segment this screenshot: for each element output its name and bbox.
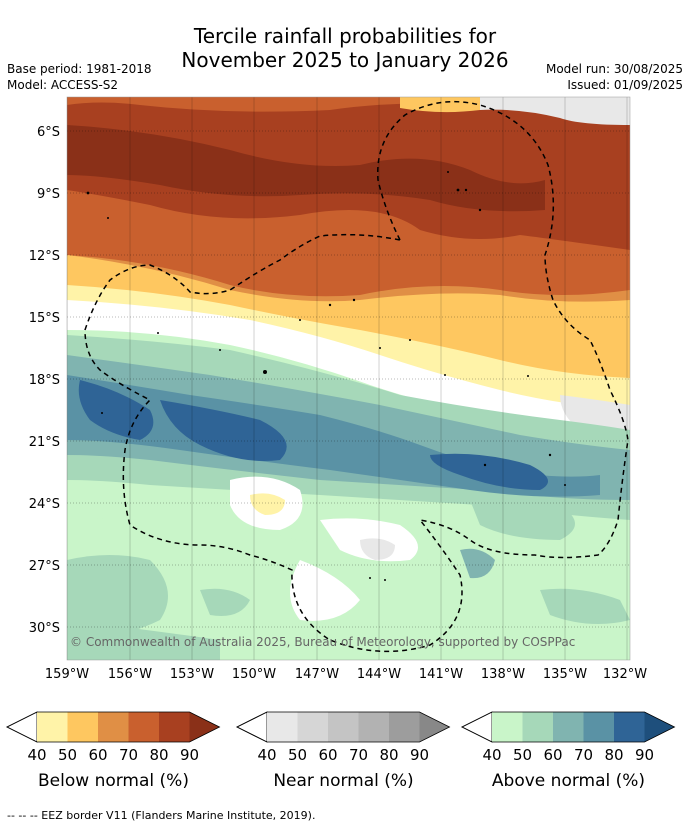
colorbar-segment bbox=[358, 712, 389, 742]
colorbar-right-tip bbox=[419, 712, 450, 742]
colorbar-segment bbox=[67, 712, 98, 742]
colorbar-left-tip bbox=[6, 711, 38, 743]
lat-tick: 9°S bbox=[37, 187, 60, 202]
colorbar-segment bbox=[98, 712, 129, 742]
colorbar-tick-label: 60 bbox=[543, 746, 562, 764]
colorbar-tick-label: 50 bbox=[58, 746, 77, 764]
colorbar-segment bbox=[37, 712, 68, 742]
eez-legend: -- -- -- EEZ border V11 (Flanders Marine… bbox=[7, 809, 316, 822]
colorbar-tick-label: 70 bbox=[574, 746, 593, 764]
map-title-line1: Tercile rainfall probabilities for bbox=[193, 24, 497, 48]
colorbar-below: 40 50 60 70 80 90 bbox=[6, 711, 221, 764]
colorbar-right-tip bbox=[189, 712, 220, 742]
lon-tick: 141°W bbox=[419, 667, 463, 682]
colorbar-segment bbox=[614, 712, 645, 742]
lat-tick: 21°S bbox=[29, 435, 60, 450]
colorbar-above: 40 50 60 70 80 90 bbox=[461, 711, 676, 764]
colorbar-tick-label: 90 bbox=[410, 746, 429, 764]
copyright-text: © Commonwealth of Australia 2025, Bureau… bbox=[70, 635, 575, 649]
colorbar-below-label: Below normal (%) bbox=[38, 771, 189, 791]
lat-tick: 12°S bbox=[29, 249, 60, 264]
lon-ticks: 159°W 156°W 153°W 150°W 147°W 144°W 141°… bbox=[45, 667, 647, 682]
colorbar-right-tip bbox=[644, 712, 675, 742]
colorbar-above-label: Above normal (%) bbox=[491, 771, 646, 791]
colorbar-near: 40 50 60 70 80 90 bbox=[236, 711, 451, 764]
colorbar-tick-label: 50 bbox=[288, 746, 307, 764]
eez-border bbox=[84, 100, 629, 653]
colorbar-tick-label: 40 bbox=[27, 746, 46, 764]
colorbar-tick-label: 50 bbox=[513, 746, 532, 764]
rainfall-map: © Commonwealth of Australia 2025, Bureau… bbox=[29, 96, 647, 682]
colorbar-segment bbox=[583, 712, 614, 742]
lon-tick: 135°W bbox=[543, 667, 587, 682]
lat-ticks: 6°S 9°S 12°S 15°S 18°S 21°S 24°S 27°S 30… bbox=[29, 125, 60, 636]
lon-tick: 150°W bbox=[232, 667, 276, 682]
lon-tick: 153°W bbox=[170, 667, 214, 682]
lat-tick: 27°S bbox=[29, 559, 60, 574]
colorbar-tick-label: 40 bbox=[482, 746, 501, 764]
lon-tick: 156°W bbox=[108, 667, 152, 682]
colorbar-tick-label: 60 bbox=[88, 746, 107, 764]
colorbar-segment bbox=[389, 712, 420, 742]
colorbar-tick-label: 80 bbox=[149, 746, 168, 764]
lon-tick: 159°W bbox=[45, 667, 89, 682]
colorbar-tick-label: 90 bbox=[635, 746, 654, 764]
lat-tick: 18°S bbox=[29, 373, 60, 388]
colorbar-tick-label: 60 bbox=[318, 746, 337, 764]
colorbar-tick-label: 80 bbox=[379, 746, 398, 764]
colorbar-near-label: Near normal (%) bbox=[273, 771, 414, 791]
colorbar-tick-label: 90 bbox=[180, 746, 199, 764]
islands bbox=[86, 171, 566, 581]
lat-tick: 6°S bbox=[37, 125, 60, 140]
colorbar-outline bbox=[461, 711, 676, 743]
model-run: Model run: 30/08/2025 bbox=[545, 62, 683, 76]
colorbar-left-tip bbox=[236, 711, 268, 743]
lat-tick: 24°S bbox=[29, 497, 60, 512]
lon-tick: 132°W bbox=[603, 667, 647, 682]
colorbar-outline bbox=[236, 711, 451, 743]
lon-tick: 147°W bbox=[295, 667, 339, 682]
colorbar-segment bbox=[297, 712, 328, 742]
colorbars: 40 50 60 70 80 90 40 50 60 70 80 90 40 50 60 70 80 90 bbox=[6, 711, 676, 764]
map-title-line2: November 2025 to January 2026 bbox=[181, 48, 509, 72]
colorbar-segment bbox=[553, 712, 584, 742]
lat-tick: 30°S bbox=[29, 621, 60, 636]
colorbar-outline bbox=[6, 711, 221, 743]
colorbar-segment bbox=[267, 712, 298, 742]
colorbar-segment bbox=[522, 712, 553, 742]
colorbar-segment bbox=[128, 712, 159, 742]
colorbar-tick-label: 70 bbox=[349, 746, 368, 764]
colorbar-tick-label: 80 bbox=[604, 746, 623, 764]
lon-tick: 138°W bbox=[481, 667, 525, 682]
issued-date: Issued: 01/09/2025 bbox=[567, 78, 683, 92]
colorbar-tick-label: 40 bbox=[257, 746, 276, 764]
map-field: © Commonwealth of Australia 2025, Bureau… bbox=[67, 97, 630, 660]
model-name: Model: ACCESS-S2 bbox=[7, 78, 119, 92]
colorbar-tick-label: 70 bbox=[119, 746, 138, 764]
lon-tick: 144°W bbox=[357, 667, 401, 682]
colorbar-left-tip bbox=[461, 711, 493, 743]
colorbar-segment bbox=[492, 712, 523, 742]
lat-tick: 15°S bbox=[29, 311, 60, 326]
colorbar-segment bbox=[328, 712, 359, 742]
base-period: Base period: 1981-2018 bbox=[7, 62, 152, 76]
colorbar-segment bbox=[159, 712, 190, 742]
